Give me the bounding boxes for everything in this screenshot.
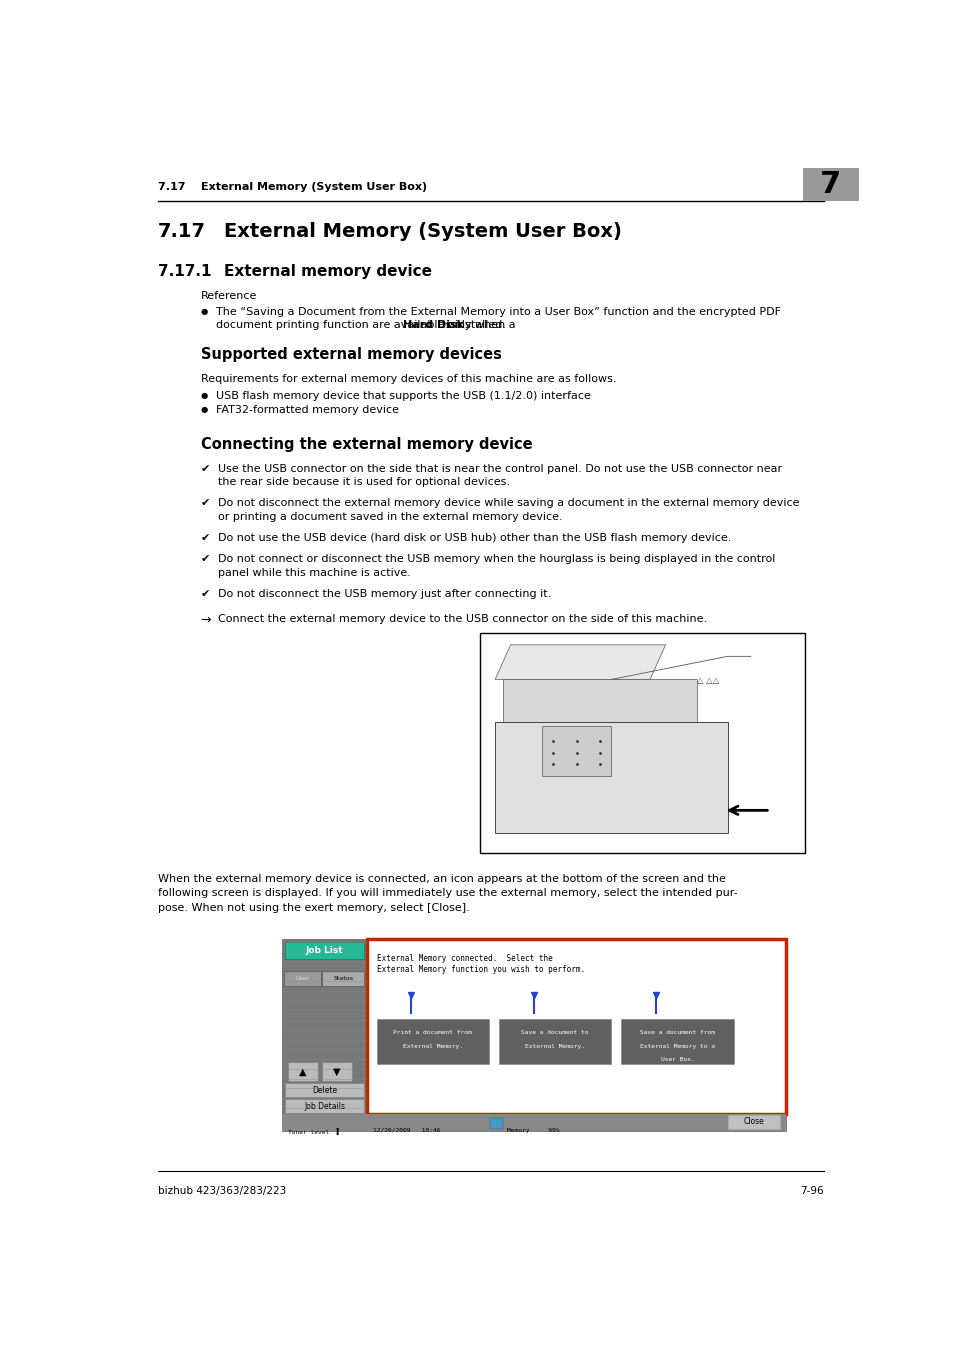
- Text: 7-96: 7-96: [800, 1187, 822, 1196]
- Text: External Memory.: External Memory.: [525, 1044, 584, 1049]
- Bar: [285, 1083, 364, 1098]
- Polygon shape: [495, 645, 665, 679]
- Text: ●: ●: [200, 306, 208, 316]
- Text: Status: Status: [333, 976, 353, 981]
- Text: Job Details: Job Details: [304, 1102, 345, 1111]
- Bar: [727, 1115, 780, 1129]
- Text: External memory device: External memory device: [224, 263, 432, 278]
- Bar: [367, 938, 785, 1114]
- Text: panel while this machine is active.: panel while this machine is active.: [217, 568, 410, 578]
- Text: △ △△: △ △△: [696, 675, 718, 684]
- Text: Hard Disk: Hard Disk: [402, 320, 463, 331]
- Text: FAT32-formatted memory device: FAT32-formatted memory device: [216, 405, 398, 416]
- Text: ●: ●: [200, 390, 208, 400]
- Bar: [502, 679, 696, 722]
- Text: Use the USB connector on the side that is near the control panel. Do not use the: Use the USB connector on the side that i…: [217, 464, 781, 474]
- Text: 7.17: 7.17: [158, 221, 206, 242]
- Text: External Memory function you wish to perform.: External Memory function you wish to per…: [376, 965, 584, 975]
- Bar: [479, 633, 804, 853]
- Text: Reference: Reference: [200, 290, 256, 301]
- Text: Print a document from: Print a document from: [393, 1030, 472, 1035]
- Text: pose. When not using the exert memory, select [Close].: pose. When not using the exert memory, s…: [158, 903, 469, 913]
- Text: ✔: ✔: [200, 498, 210, 509]
- Bar: [282, 938, 367, 1131]
- Text: bizhub 423/363/283/223: bizhub 423/363/283/223: [158, 1187, 286, 1196]
- Text: ✔: ✔: [200, 589, 210, 599]
- Text: Save a document to: Save a document to: [521, 1030, 588, 1035]
- Bar: [283, 971, 320, 987]
- Text: User Box.: User Box.: [660, 1057, 694, 1062]
- Bar: [322, 1061, 352, 1081]
- Text: Do not connect or disconnect the USB memory when the hourglass is being displaye: Do not connect or disconnect the USB mem…: [217, 555, 774, 564]
- Text: Save a document from: Save a document from: [639, 1030, 715, 1035]
- Text: ✔: ✔: [200, 464, 210, 474]
- Text: External Memory connected.  Select the: External Memory connected. Select the: [376, 954, 552, 963]
- Text: Connecting the external memory device: Connecting the external memory device: [200, 437, 532, 452]
- Text: Supported external memory devices: Supported external memory devices: [200, 347, 501, 362]
- Text: 7: 7: [820, 170, 841, 198]
- Text: Close: Close: [742, 1118, 763, 1126]
- Bar: [376, 1019, 489, 1064]
- Text: Job List: Job List: [306, 946, 343, 956]
- Text: or printing a document saved in the external memory device.: or printing a document saved in the exte…: [217, 512, 561, 522]
- Text: Do not use the USB device (hard disk or USB hub) other than the USB flash memory: Do not use the USB device (hard disk or …: [217, 533, 730, 543]
- Bar: [285, 1099, 364, 1112]
- Bar: [620, 1019, 733, 1064]
- Text: User: User: [294, 976, 309, 981]
- Text: 7.17    External Memory (System User Box): 7.17 External Memory (System User Box): [158, 182, 427, 192]
- Text: Delete: Delete: [312, 1087, 336, 1095]
- Bar: [285, 942, 364, 960]
- Text: Do not disconnect the external memory device while saving a document in the exte: Do not disconnect the external memory de…: [217, 498, 799, 509]
- Bar: [288, 1061, 317, 1081]
- Bar: [282, 938, 785, 1131]
- Bar: [322, 971, 364, 987]
- Text: ✔: ✔: [200, 555, 210, 564]
- Text: Do not disconnect the USB memory just after connecting it.: Do not disconnect the USB memory just af…: [217, 589, 550, 599]
- Bar: [802, 169, 858, 201]
- Bar: [282, 1114, 785, 1131]
- Text: the rear side because it is used for optional devices.: the rear side because it is used for opt…: [217, 478, 509, 487]
- Text: 12/26/2009   10:46: 12/26/2009 10:46: [373, 1129, 440, 1133]
- Text: following screen is displayed. If you will immediately use the external memory, : following screen is displayed. If you wi…: [158, 888, 737, 899]
- Text: document printing function are available only when a: document printing function are available…: [216, 320, 518, 331]
- Bar: [495, 722, 727, 833]
- Text: ●: ●: [200, 405, 208, 414]
- Bar: [498, 1019, 611, 1064]
- Text: The “Saving a Document from the External Memory into a User Box” function and th: The “Saving a Document from the External…: [216, 306, 781, 317]
- Text: 7.17.1: 7.17.1: [158, 263, 212, 278]
- Text: External Memory (System User Box): External Memory (System User Box): [224, 221, 621, 242]
- Text: Requirements for external memory devices of this machine are as follows.: Requirements for external memory devices…: [200, 374, 616, 383]
- Text: ▲: ▲: [299, 1066, 306, 1076]
- Text: Memory     99%: Memory 99%: [506, 1129, 558, 1133]
- Bar: [489, 1118, 502, 1129]
- Text: ▼: ▼: [333, 1066, 340, 1076]
- Text: External Memory.: External Memory.: [402, 1044, 462, 1049]
- Text: External Memory to a: External Memory to a: [639, 1044, 715, 1049]
- Text: →: →: [200, 614, 211, 626]
- Text: When the external memory device is connected, an icon appears at the bottom of t: When the external memory device is conne…: [158, 875, 725, 884]
- Text: USB flash memory device that supports the USB (1.1/2.0) interface: USB flash memory device that supports th…: [216, 390, 590, 401]
- Text: Toner level  ▌: Toner level ▌: [288, 1129, 340, 1135]
- Text: Connect the external memory device to the USB connector on the side of this mach: Connect the external memory device to th…: [217, 614, 706, 624]
- Text: is installed.: is installed.: [438, 320, 506, 331]
- Text: ✔: ✔: [200, 533, 210, 543]
- Bar: [541, 726, 611, 776]
